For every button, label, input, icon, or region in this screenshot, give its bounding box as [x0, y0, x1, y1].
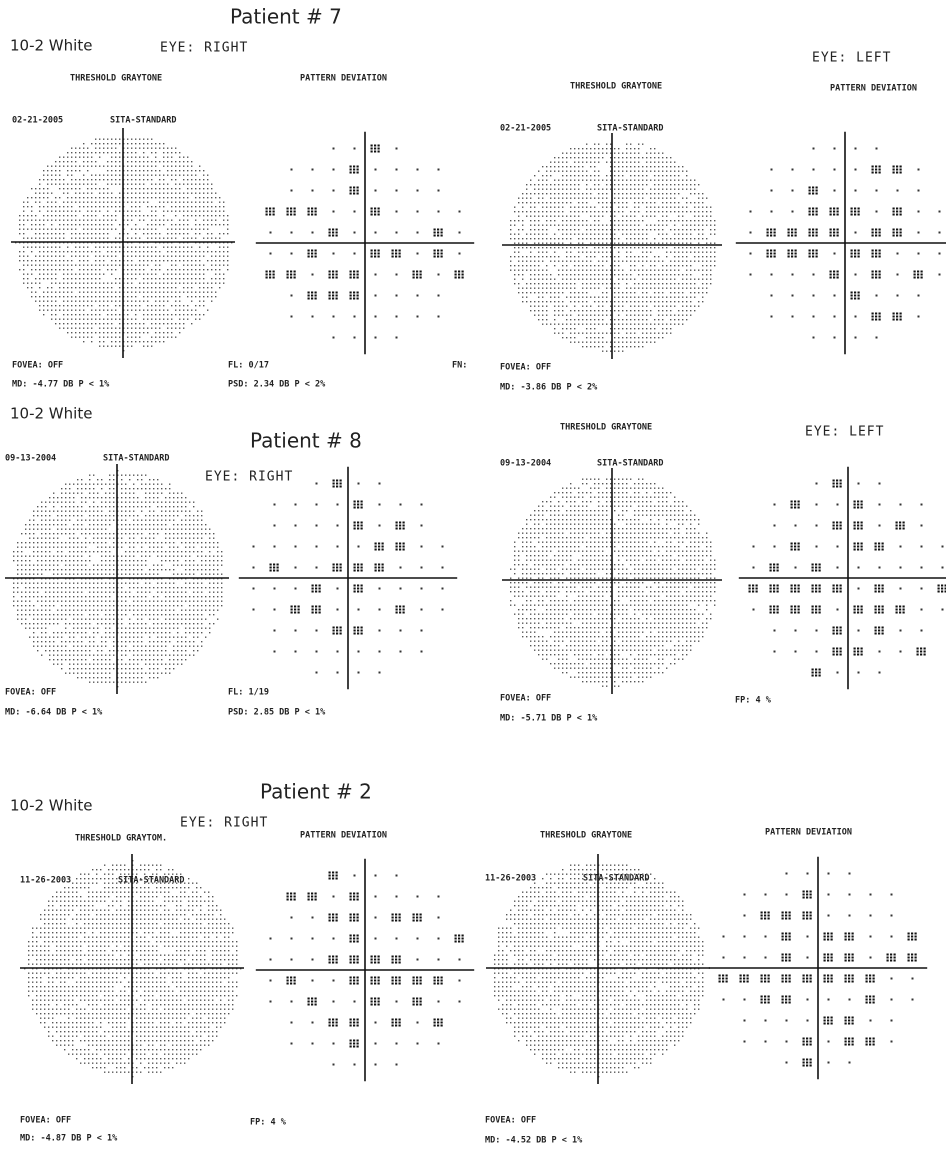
- test-label: 10-2 White: [10, 405, 92, 423]
- fp: FP: 4 %: [250, 1118, 287, 1128]
- md: MD: -4.77 DB P < 1%: [12, 380, 110, 390]
- fl: FL: 1/19: [228, 688, 269, 698]
- strategy: SITA-STANDARD: [110, 116, 177, 126]
- strategy: SITA-STANDARD: [597, 459, 664, 469]
- date: 11-26-2003: [20, 876, 71, 886]
- date: 02-21-2005: [500, 124, 551, 134]
- md: MD: -5.71 DB P < 1%: [500, 714, 598, 724]
- eye-label: EYE: LEFT: [805, 425, 884, 440]
- date: 11-26-2003: [485, 874, 536, 884]
- row-3: Patient # 2 10-2 White EYE: RIGHT THRESH…: [10, 780, 852, 1146]
- fp: FP: 4 %: [735, 696, 772, 706]
- strategy: SITA-STANDARD: [118, 876, 185, 886]
- test-label: 10-2 White: [10, 37, 92, 55]
- panel-label: THRESHOLD GRAYTONE: [560, 423, 652, 433]
- panel-label: THRESHOLD GRAYTONE: [540, 831, 632, 841]
- date: 09-13-2004: [500, 459, 551, 469]
- panel-label: THRESHOLD GRAYTOM.: [75, 834, 167, 844]
- eye-label: EYE: RIGHT: [160, 41, 248, 56]
- panel-label: THRESHOLD GRAYTONE: [70, 74, 162, 84]
- fl: FL: 0/17: [228, 361, 269, 371]
- fovea: FOVEA: OFF: [12, 361, 63, 371]
- panel-label: PATTERN DEVIATION: [300, 831, 387, 841]
- fovea: FOVEA: OFF: [485, 1116, 536, 1126]
- md: MD: -4.52 DB P < 1%: [485, 1136, 583, 1146]
- page: Patient # 7 10-2 White EYE: RIGHT EYE: L…: [0, 0, 946, 1152]
- test-label: 10-2 White: [10, 797, 92, 815]
- patient-title: Patient # 7: [230, 5, 342, 29]
- patient-title: Patient # 2: [260, 780, 372, 804]
- panel-label: PATTERN DEVIATION: [830, 84, 917, 94]
- patient-title: Patient # 8: [250, 429, 362, 453]
- eye-label: EYE: RIGHT: [205, 470, 293, 485]
- fn: FN:: [452, 361, 467, 371]
- row-2: 10-2 White Patient # 8 EYE: RIGHT THRESH…: [5, 405, 884, 724]
- date: 02-21-2005: [12, 116, 63, 126]
- psd: PSD: 2.85 DB P < 1%: [228, 708, 326, 718]
- pattern-marks: [270, 480, 405, 635]
- strategy: SITA-STANDARD: [583, 874, 650, 884]
- md: MD: -4.87 DB P < 1%: [20, 1134, 118, 1144]
- panel-label: PATTERN DEVIATION: [765, 828, 852, 838]
- strategy: SITA-STANDARD: [103, 454, 170, 464]
- date: 09-13-2004: [5, 454, 56, 464]
- eye-label: EYE: RIGHT: [180, 816, 268, 831]
- md: MD: -6.64 DB P < 1%: [5, 708, 103, 718]
- panel-label: THRESHOLD GRAYTONE: [570, 82, 662, 92]
- fovea: FOVEA: OFF: [20, 1116, 71, 1126]
- fovea: FOVEA: OFF: [500, 363, 551, 373]
- eye-label: EYE: LEFT: [812, 51, 891, 66]
- row-1: Patient # 7 10-2 White EYE: RIGHT EYE: L…: [10, 5, 917, 393]
- psd: PSD: 2.34 DB P < 2%: [228, 380, 326, 390]
- strategy: SITA-STANDARD: [597, 124, 664, 134]
- fovea: FOVEA: OFF: [5, 688, 56, 698]
- md: MD: -3.86 DB P < 2%: [500, 383, 598, 393]
- panel-label: PATTERN DEVIATION: [300, 74, 387, 84]
- fovea: FOVEA: OFF: [500, 694, 551, 704]
